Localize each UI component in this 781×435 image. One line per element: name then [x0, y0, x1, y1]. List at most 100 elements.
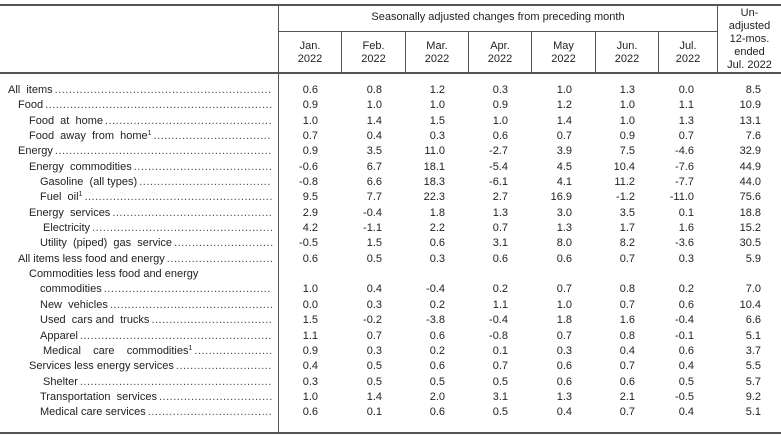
row-label-name: commodities — [40, 283, 102, 296]
value-month: -0.5 — [675, 390, 694, 403]
row-label-text: Commodities less food and energy — [29, 267, 198, 282]
value-month: 0.5 — [366, 360, 382, 373]
value-12-month: 10.9 — [739, 99, 761, 112]
row-label-name: Shelter — [43, 375, 78, 388]
value-month: 0.6 — [556, 252, 572, 265]
value-month: 0.7 — [302, 130, 318, 143]
value-month: 9.5 — [302, 191, 318, 204]
row-label-text: Medical care services — [40, 405, 146, 420]
value-month: 0.2 — [492, 283, 508, 296]
leader-dots: .................................. — [151, 314, 273, 327]
value-month: 0.7 — [556, 283, 572, 296]
value-month: -0.5 — [299, 237, 318, 250]
value-12-month: 18.8 — [739, 206, 761, 219]
row-label: Energy commodities......................… — [0, 160, 275, 175]
row-label-text: All items — [8, 83, 53, 98]
value-month: -0.4 — [489, 314, 508, 327]
value-month: 0.9 — [302, 99, 318, 112]
month-header: May 2022 — [532, 40, 595, 66]
value-month: 2.7 — [492, 191, 508, 204]
value-month: -7.7 — [675, 176, 694, 189]
row-label-name: Transportation services — [40, 390, 157, 403]
value-month: 1.3 — [556, 222, 572, 235]
value-month: 0.8 — [619, 329, 635, 342]
value-month: 0.4 — [678, 406, 694, 419]
row-label: Apparel.................................… — [0, 329, 275, 344]
value-12-month: 7.6 — [745, 130, 761, 143]
table-row: Food at home............................… — [0, 114, 781, 129]
value-month: -0.4 — [426, 283, 445, 296]
month-column-divider — [658, 32, 659, 73]
value-month: 1.1 — [678, 99, 694, 112]
value-month: 1.0 — [429, 99, 445, 112]
leader-dots: .............................. — [166, 252, 274, 265]
leader-dots: ........................................… — [103, 283, 271, 296]
row-label-text: New vehicles — [40, 298, 108, 313]
value-12-month: 5.1 — [745, 406, 761, 419]
row-label: All items less food and energy..........… — [0, 252, 275, 267]
row-label: Transportation services.................… — [0, 390, 275, 405]
value-month: 0.8 — [366, 84, 382, 96]
row-label: Food at home............................… — [0, 114, 275, 129]
leader-dots: ................................... — [147, 406, 273, 419]
label-column-divider — [278, 5, 279, 433]
value-month: 0.6 — [492, 130, 508, 143]
month-column-divider — [468, 32, 469, 73]
value-month: 0.1 — [366, 406, 382, 419]
value-month: -0.1 — [675, 329, 694, 342]
month-header-year: 2022 — [551, 53, 576, 65]
row-label: Medical care services...................… — [0, 405, 275, 420]
value-12-month: 5.7 — [745, 375, 761, 388]
row-label-text: Medical care commodities1 — [43, 344, 192, 359]
value-month: 0.2 — [429, 344, 445, 357]
value-12-month: 15.2 — [739, 222, 761, 235]
value-month: 1.0 — [619, 99, 635, 112]
footnote-marker: 1 — [78, 191, 83, 199]
value-month: 3.9 — [556, 145, 572, 158]
month-header-year: 2022 — [424, 53, 450, 65]
value-month: 1.3 — [619, 84, 635, 96]
value-month: 0.1 — [678, 206, 694, 219]
row-label-name: Energy — [18, 145, 53, 158]
row-label-text: Food at home — [29, 114, 103, 129]
value-month: 3.5 — [619, 206, 635, 219]
month-header: Apr. 2022 — [469, 40, 531, 66]
value-month: 3.0 — [556, 206, 572, 219]
value-month: 0.5 — [429, 375, 445, 388]
unadjusted-header-line: adjusted — [728, 20, 771, 32]
unadjusted-header: Un- adjusted 12-mos. ended Jul. 2022 — [718, 7, 781, 72]
value-month: 1.3 — [492, 206, 508, 219]
value-month: 1.3 — [678, 114, 694, 127]
leader-dots: ........................................… — [109, 298, 274, 311]
value-12-month: 13.1 — [739, 114, 761, 127]
value-month: 8.2 — [619, 237, 635, 250]
value-month: 18.3 — [423, 176, 445, 189]
value-month: 0.6 — [302, 84, 318, 96]
value-month: 16.9 — [550, 191, 572, 204]
table-row: New vehicles............................… — [0, 298, 781, 313]
value-month: 1.3 — [556, 390, 572, 403]
leader-dots: ........................................… — [79, 375, 272, 388]
value-month: 8.0 — [556, 237, 572, 250]
group-header-rule — [278, 31, 717, 32]
value-month: 6.6 — [366, 176, 382, 189]
top-rule — [0, 4, 781, 6]
value-12-month: 44.0 — [739, 176, 761, 189]
value-month: 0.8 — [619, 283, 635, 296]
row-label-name: Services less energy services — [29, 360, 174, 373]
value-12-month: 5.1 — [745, 329, 761, 342]
row-label: Fuel oil1...............................… — [0, 190, 275, 205]
value-month: 11.2 — [614, 176, 635, 189]
unadjusted-header-line: 12-mos. — [729, 33, 770, 45]
table-row: Energy..................................… — [0, 144, 781, 159]
row-label-name: Food — [18, 99, 44, 112]
value-12-month: 44.9 — [739, 160, 761, 173]
value-month: 0.6 — [429, 329, 445, 342]
value-month: 0.0 — [678, 84, 694, 96]
month-header: Feb. 2022 — [342, 40, 405, 66]
value-month: 2.9 — [302, 206, 318, 219]
value-month: 0.6 — [429, 406, 445, 419]
value-month: -5.4 — [489, 160, 508, 173]
table-row: All items...............................… — [0, 83, 781, 98]
value-month: 0.6 — [429, 360, 445, 373]
